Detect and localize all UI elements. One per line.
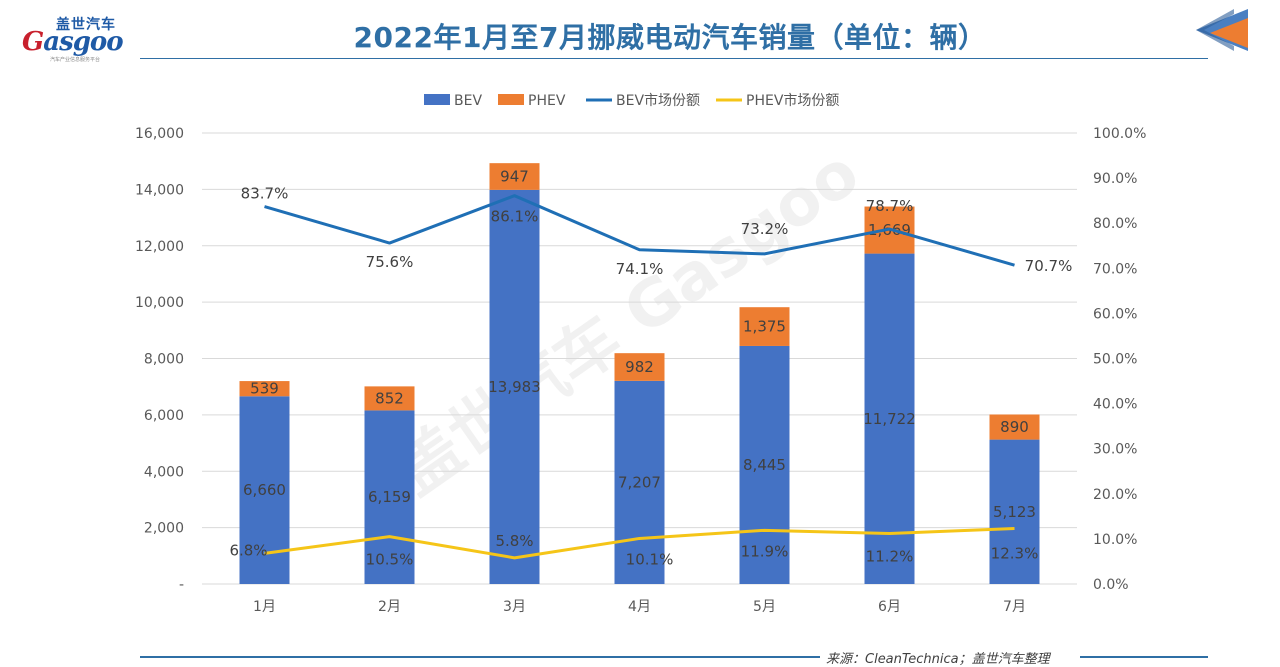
- logo-subtitle: 汽车产业信息服务平台: [50, 57, 101, 63]
- bev-bar: [614, 380, 665, 584]
- bev-share-line: [264, 194, 1015, 267]
- y-right-tick-label: 80.0%: [1093, 216, 1137, 232]
- phev-bar: [739, 307, 790, 346]
- phev-data-label: 852: [375, 389, 404, 407]
- footer-divider: [140, 656, 820, 658]
- bev-data-label: 8,445: [743, 456, 786, 474]
- phev-share-label: 6.8%: [229, 541, 267, 559]
- y-left-tick-label: -: [179, 577, 184, 593]
- phev-data-label: 982: [625, 358, 654, 376]
- bev-bar: [364, 410, 415, 584]
- phev-data-label: 1,375: [743, 318, 786, 336]
- x-tick-label: 4月: [628, 599, 651, 615]
- bev-data-label: 11,722: [863, 410, 916, 428]
- bev-share-label: 83.7%: [241, 185, 289, 203]
- logo-chinese-text: 盖世汽车: [56, 17, 116, 33]
- bev-share-label: 74.1%: [616, 260, 664, 278]
- phev-share-label: 11.2%: [866, 547, 914, 565]
- legend-swatch: [498, 94, 524, 105]
- phev-bar: [989, 414, 1040, 440]
- y-left-tick-label: 8,000: [144, 352, 184, 368]
- x-tick-label: 3月: [503, 599, 526, 615]
- y-right-tick-label: 70.0%: [1093, 261, 1137, 277]
- gasgoo-logo: 盖世汽车 Gasgoo 汽车产业信息服务平台: [22, 14, 132, 63]
- legend-label: BEV: [454, 93, 482, 109]
- corner-arrow-icon: [1196, 9, 1248, 51]
- y-right-tick-label: 20.0%: [1093, 487, 1137, 503]
- y-right-tick-label: 30.0%: [1093, 442, 1137, 458]
- bev-bar: [489, 189, 540, 584]
- legend-label: PHEV: [528, 93, 566, 109]
- y-left-tick-label: 14,000: [135, 182, 184, 198]
- y-left-tick-label: 4,000: [144, 464, 184, 480]
- bev-share-label: 73.2%: [741, 220, 789, 238]
- y-left-tick-label: 12,000: [135, 239, 184, 255]
- phev-bar: [614, 353, 665, 381]
- phev-share-label: 12.3%: [991, 545, 1039, 563]
- title-divider: [140, 58, 1208, 59]
- legend-swatch: [424, 94, 450, 105]
- bev-data-label: 7,207: [618, 473, 661, 491]
- phev-data-label: 539: [250, 380, 279, 398]
- phev-bar: [489, 163, 540, 190]
- phev-data-label: 890: [1000, 418, 1029, 436]
- y-right-tick-label: 50.0%: [1093, 352, 1137, 368]
- x-tick-label: 5月: [753, 599, 776, 615]
- y-left-tick-label: 2,000: [144, 521, 184, 537]
- bev-data-label: 6,159: [368, 488, 411, 506]
- y-right-tick-label: 60.0%: [1093, 306, 1137, 322]
- phev-share-label: 10.5%: [366, 551, 414, 569]
- bev-share-label: 70.7%: [1025, 257, 1073, 275]
- logo-english-text: Gasgoo: [22, 27, 124, 57]
- bev-bar: [864, 253, 915, 584]
- phev-bar: [364, 386, 415, 411]
- x-tick-label: 1月: [253, 599, 276, 615]
- y-right-tick-label: 0.0%: [1093, 577, 1129, 593]
- bev-share-label: 86.1%: [491, 208, 539, 226]
- bev-share-label: 78.7%: [866, 197, 914, 215]
- y-left-tick-label: 6,000: [144, 408, 184, 424]
- bev-bar: [989, 439, 1040, 584]
- bev-data-label: 13,983: [488, 378, 541, 396]
- legend-label: PHEV市场份额: [746, 92, 839, 109]
- bev-share-label: 75.6%: [366, 253, 414, 271]
- phev-share-line: [264, 527, 1015, 560]
- x-tick-label: 6月: [878, 599, 901, 615]
- y-left-tick-label: 16,000: [135, 126, 184, 142]
- y-right-tick-label: 100.0%: [1093, 126, 1146, 142]
- x-tick-label: 2月: [378, 599, 401, 615]
- phev-data-label: 947: [500, 168, 529, 186]
- y-left-tick-label: 10,000: [135, 295, 184, 311]
- y-right-tick-label: 40.0%: [1093, 397, 1137, 413]
- footer-divider-right: [1080, 656, 1208, 658]
- phev-bar: [239, 381, 290, 397]
- phev-share-label: 11.9%: [741, 542, 789, 560]
- bev-data-label: 5,123: [993, 503, 1036, 521]
- phev-share-label: 10.1%: [626, 550, 674, 568]
- x-tick-label: 7月: [1003, 599, 1026, 615]
- page-title: 2022年1月至7月挪威电动汽车销量（单位：辆）: [353, 21, 987, 54]
- phev-share-label: 5.8%: [495, 532, 533, 550]
- bev-bar: [739, 345, 790, 584]
- y-right-tick-label: 90.0%: [1093, 171, 1137, 187]
- source-note: 来源：CleanTechnica；盖世汽车整理: [826, 652, 1050, 667]
- y-right-tick-label: 10.0%: [1093, 532, 1137, 548]
- bev-data-label: 6,660: [243, 481, 286, 499]
- legend-label: BEV市场份额: [616, 92, 700, 109]
